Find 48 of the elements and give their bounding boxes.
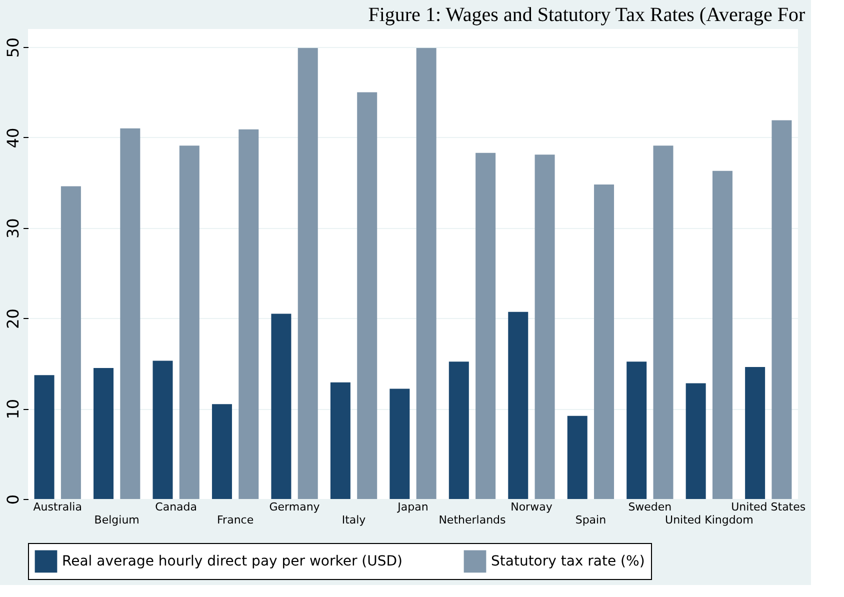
bar <box>34 375 54 499</box>
bar <box>179 146 200 499</box>
bar <box>567 416 588 499</box>
bar <box>94 368 114 499</box>
x-tick-label: Germany <box>269 500 320 514</box>
bar <box>686 383 706 499</box>
bar <box>745 367 766 499</box>
x-tick-label: Italy <box>342 514 366 526</box>
bar <box>357 92 378 499</box>
x-tick-label: Canada <box>155 500 198 514</box>
bar <box>298 48 318 499</box>
y-tick-label: 50 <box>4 37 22 58</box>
x-tick-label: United States <box>731 500 806 514</box>
x-tick-label: Norway <box>510 500 553 514</box>
y-tick-label: 20 <box>4 308 22 329</box>
legend-label: Real average hourly direct pay per worker (USD) <box>62 553 403 570</box>
bar <box>212 404 232 499</box>
x-tick-label: France <box>217 514 254 526</box>
legend-label: Statutory tax rate (%) <box>491 553 645 570</box>
bar <box>772 120 792 499</box>
bar <box>626 362 647 499</box>
bar <box>653 146 674 499</box>
bar <box>238 129 259 499</box>
bar <box>534 154 555 499</box>
x-tick-label: Netherlands <box>438 514 506 526</box>
x-tick-label: Belgium <box>94 514 140 526</box>
bar <box>508 312 528 499</box>
y-tick-label: 10 <box>4 398 22 420</box>
bar <box>448 362 469 499</box>
bar <box>120 128 140 499</box>
x-tick-label: Sweden <box>628 500 672 514</box>
x-tick-label: Australia <box>33 500 82 514</box>
x-tick-label: Japan <box>396 500 428 514</box>
bar <box>390 388 410 499</box>
y-tick-label: 0 <box>4 494 22 505</box>
bar <box>152 360 173 499</box>
bar <box>60 186 81 499</box>
bar <box>594 184 614 499</box>
bar <box>330 382 350 499</box>
bar <box>271 314 292 499</box>
y-tick-label: 40 <box>4 128 22 148</box>
bar <box>416 48 436 499</box>
bar <box>712 170 732 499</box>
chart-title: Figure 1: Wages and Statutory Tax Rates (Average For <box>368 4 806 26</box>
y-tick-label: 30 <box>4 218 22 239</box>
x-tick-label: Spain <box>575 514 606 526</box>
bar <box>476 152 496 499</box>
x-tick-label: United Kingdom <box>665 514 754 526</box>
